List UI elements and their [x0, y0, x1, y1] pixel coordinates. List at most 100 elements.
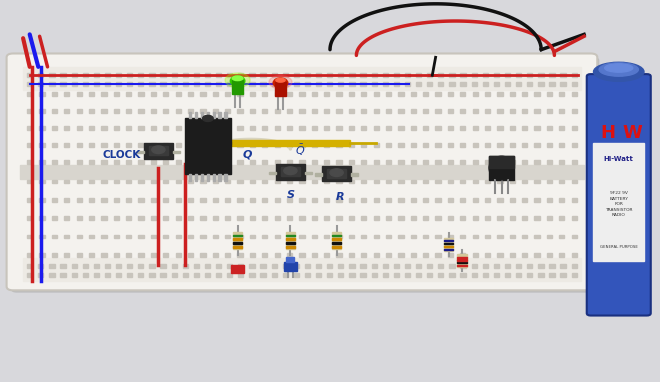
Bar	[183, 264, 188, 268]
Bar	[332, 242, 341, 244]
Bar	[516, 273, 521, 277]
Bar	[349, 264, 354, 268]
Bar	[299, 235, 304, 238]
Bar	[494, 264, 499, 268]
Bar	[176, 160, 181, 164]
Bar	[105, 82, 110, 86]
Bar	[473, 253, 478, 257]
Bar	[126, 126, 131, 130]
Bar	[547, 109, 552, 113]
Bar	[386, 160, 391, 164]
Bar	[183, 273, 188, 277]
Bar	[312, 253, 317, 257]
Bar	[374, 143, 379, 147]
Bar	[294, 82, 299, 86]
Bar	[538, 73, 543, 77]
Bar	[522, 143, 527, 147]
Bar	[194, 264, 199, 268]
Bar	[150, 143, 156, 147]
Bar	[163, 160, 168, 164]
Bar	[176, 235, 181, 238]
Bar	[114, 92, 119, 96]
Bar	[560, 73, 566, 77]
Bar	[249, 126, 255, 130]
Bar	[559, 143, 564, 147]
Bar	[282, 82, 288, 86]
Bar	[213, 180, 218, 183]
Bar	[348, 92, 354, 96]
Bar	[423, 180, 428, 183]
Bar	[82, 264, 88, 268]
Bar	[327, 273, 333, 277]
Bar	[275, 82, 286, 96]
Bar	[176, 253, 181, 257]
Bar	[383, 73, 388, 77]
Bar	[27, 253, 32, 257]
Bar	[225, 92, 230, 96]
Bar	[82, 73, 88, 77]
Bar	[238, 73, 244, 77]
Bar	[287, 143, 292, 147]
Bar	[559, 216, 564, 220]
Bar	[348, 109, 354, 113]
Bar	[338, 273, 343, 277]
Bar	[286, 235, 295, 236]
Bar	[238, 253, 243, 257]
Bar	[27, 273, 32, 277]
Circle shape	[330, 169, 343, 176]
Bar	[51, 143, 57, 147]
Bar	[337, 109, 342, 113]
Bar	[535, 180, 540, 183]
Bar	[238, 216, 243, 220]
Bar	[527, 82, 533, 86]
Bar	[27, 216, 32, 220]
Bar	[337, 198, 342, 202]
Bar	[305, 172, 312, 174]
Bar	[201, 216, 206, 220]
Bar	[287, 109, 292, 113]
Bar	[399, 126, 404, 130]
Bar	[535, 198, 540, 202]
Bar	[473, 109, 478, 113]
Bar	[510, 216, 515, 220]
Bar	[163, 180, 168, 183]
Bar	[77, 235, 82, 238]
Bar	[38, 73, 44, 77]
Bar	[547, 216, 552, 220]
Bar	[572, 160, 577, 164]
Bar	[361, 235, 366, 238]
Bar	[322, 166, 351, 181]
Bar	[374, 216, 379, 220]
Bar	[284, 262, 297, 271]
Bar	[281, 167, 300, 176]
Bar	[275, 143, 280, 147]
Bar	[460, 235, 465, 238]
Bar	[349, 73, 354, 77]
Bar	[77, 143, 82, 147]
Bar	[361, 253, 366, 257]
Bar	[482, 82, 488, 86]
Bar	[231, 265, 244, 273]
Bar	[101, 253, 106, 257]
Bar	[286, 238, 295, 240]
Bar	[299, 216, 304, 220]
Bar	[399, 235, 404, 238]
Bar	[194, 273, 199, 277]
Text: GENERAL PURPOSE: GENERAL PURPOSE	[600, 245, 638, 249]
Bar	[348, 216, 354, 220]
Bar	[294, 264, 299, 268]
Bar	[374, 126, 379, 130]
Bar	[361, 216, 366, 220]
Bar	[188, 109, 193, 113]
Bar	[227, 82, 232, 86]
Bar	[559, 198, 564, 202]
Bar	[444, 249, 453, 250]
Bar	[535, 253, 540, 257]
Bar	[216, 82, 221, 86]
Bar	[201, 235, 206, 238]
Bar	[299, 92, 304, 96]
Bar	[559, 109, 564, 113]
Bar	[374, 160, 379, 164]
Bar	[510, 180, 515, 183]
Bar	[126, 216, 131, 220]
